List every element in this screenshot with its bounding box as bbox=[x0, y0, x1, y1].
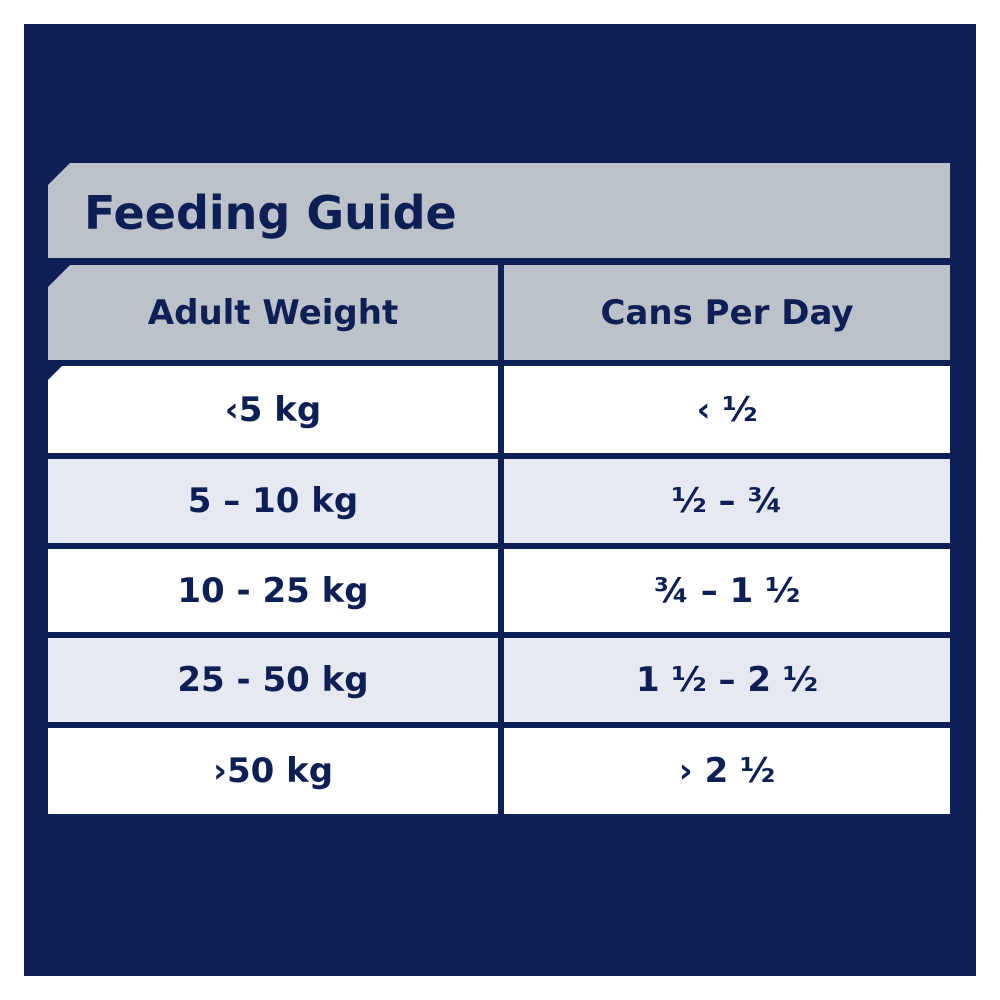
table-cell: 10 - 25 kg bbox=[48, 549, 498, 632]
table-cell: 1 ½ – 2 ½ bbox=[504, 638, 950, 722]
table-cell: ¾ – 1 ½ bbox=[504, 549, 950, 632]
header-cell: Cans Per Day bbox=[504, 265, 950, 360]
table-cell: ½ – ¾ bbox=[504, 459, 950, 543]
title: Feeding Guide bbox=[48, 163, 950, 258]
table-cell: 25 - 50 kg bbox=[48, 638, 498, 722]
table-cell: ›50 kg bbox=[48, 728, 498, 814]
table-cell: › 2 ½ bbox=[504, 728, 950, 814]
header-cell: Adult Weight bbox=[48, 265, 498, 360]
table-cell: ‹ ½ bbox=[504, 366, 950, 453]
table-cell: ‹5 kg bbox=[48, 366, 498, 453]
table-cell: 5 – 10 kg bbox=[48, 459, 498, 543]
